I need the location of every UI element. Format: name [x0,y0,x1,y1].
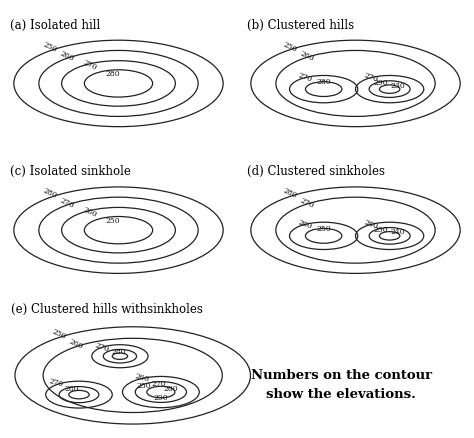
Text: 280: 280 [164,385,178,393]
Text: (e) Clustered hills withsinkholes: (e) Clustered hills withsinkholes [11,303,203,315]
Text: 240: 240 [390,229,405,237]
Text: 280: 280 [111,348,126,357]
Text: (b) Clustered hills: (b) Clustered hills [247,18,355,32]
Text: 250: 250 [50,328,67,341]
Text: 270: 270 [94,341,110,353]
Text: 280: 280 [64,385,79,393]
Text: 260: 260 [298,49,315,63]
Text: 250: 250 [373,226,388,234]
Text: 260: 260 [59,49,76,63]
Text: 250: 250 [281,40,298,54]
Text: 250: 250 [316,225,331,233]
Text: 250: 250 [42,40,59,54]
Text: 270: 270 [297,71,314,84]
Text: 250: 250 [106,217,120,225]
Text: 280: 280 [42,187,59,201]
Text: 270: 270 [82,59,99,72]
Text: (c) Isolated sinkhole: (c) Isolated sinkhole [10,165,131,178]
Text: 270: 270 [151,380,165,389]
Text: Numbers on the contour
show the elevations.: Numbers on the contour show the elevatio… [251,369,432,402]
Text: 260: 260 [134,372,150,384]
Text: 260: 260 [297,218,314,231]
Text: 260: 260 [82,205,99,219]
Text: 290: 290 [373,79,388,88]
Text: (a) Isolated hill: (a) Isolated hill [10,18,100,32]
Text: 280: 280 [316,78,331,86]
Text: 290: 290 [154,394,168,402]
Text: 280: 280 [106,71,120,78]
Text: 230: 230 [390,82,405,90]
Text: 250: 250 [137,381,152,390]
Text: 280: 280 [281,187,298,201]
Text: 270: 270 [48,377,64,389]
Text: 260: 260 [363,218,380,231]
Text: 270: 270 [59,196,76,209]
Text: 260: 260 [68,338,85,351]
Text: 270: 270 [363,71,380,84]
Text: (d) Clustered sinkholes: (d) Clustered sinkholes [247,165,385,178]
Text: 270: 270 [298,196,315,209]
